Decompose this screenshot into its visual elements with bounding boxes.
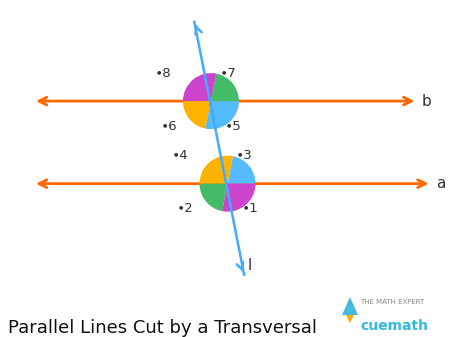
Wedge shape [200,156,233,184]
Text: ∙8: ∙8 [155,67,172,80]
Text: ∙1: ∙1 [242,202,258,215]
Text: ∙3: ∙3 [236,149,253,162]
Text: THE MATH EXPERT: THE MATH EXPERT [360,299,424,305]
Text: ∙7: ∙7 [219,67,236,80]
Wedge shape [183,101,211,129]
Wedge shape [183,73,216,101]
Text: a: a [437,176,446,191]
Text: b: b [422,94,432,109]
Text: ∙2: ∙2 [177,202,194,215]
Text: l: l [248,258,252,273]
Polygon shape [342,297,358,315]
Wedge shape [200,184,228,211]
Text: ∙5: ∙5 [225,120,242,133]
Text: ∙6: ∙6 [161,120,177,133]
Wedge shape [228,156,255,184]
Text: ∙4: ∙4 [172,149,188,162]
Text: cuemath: cuemath [360,319,428,333]
Wedge shape [211,73,239,101]
Polygon shape [346,315,354,323]
Wedge shape [222,184,255,212]
Wedge shape [206,101,239,129]
Text: Parallel Lines Cut by a Transversal: Parallel Lines Cut by a Transversal [8,319,317,337]
